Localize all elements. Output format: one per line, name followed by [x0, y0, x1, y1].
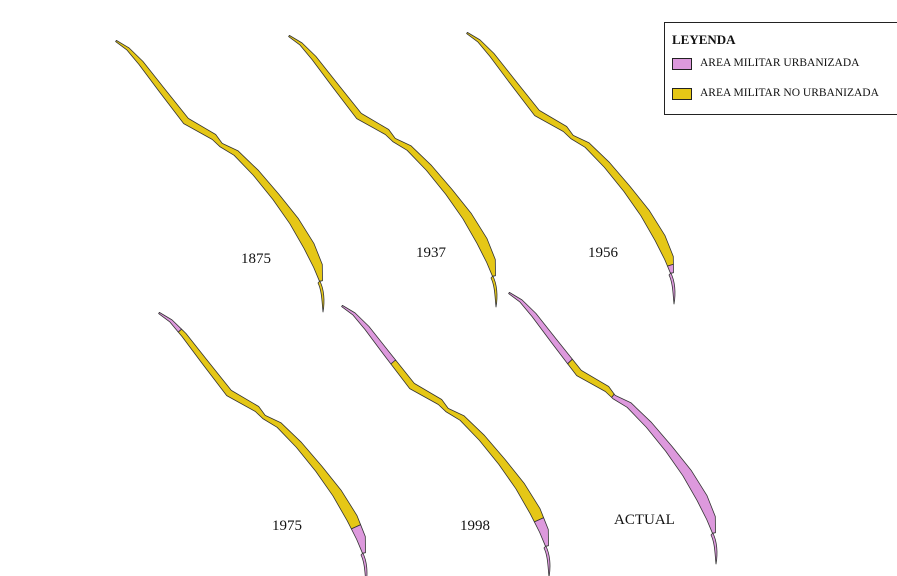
map-1956-tail-area: [668, 272, 676, 305]
map-label-1956: 1956: [588, 245, 618, 261]
legend-box: LEYENDA AREA MILITAR URBANIZADA AREA MIL…: [664, 22, 897, 115]
map-label-1875: 1875: [241, 251, 271, 267]
map-1956-urbanized-end-area: [667, 263, 674, 274]
legend-label-not-urbanized: AREA MILITAR NO URBANIZADA: [700, 87, 879, 99]
map-1937-not-urbanized-area: [288, 35, 496, 277]
map-1956-not-urbanized-area: [466, 32, 674, 267]
map-actual-tail-area: [710, 532, 718, 565]
legend-swatch-urbanized: [672, 58, 692, 70]
map-1975-urbanized-start-area: [158, 312, 182, 333]
map-1875-not-urbanized-area: [115, 40, 323, 282]
map-1975-tail-area: [360, 552, 368, 576]
legend-title: LEYENDA: [672, 32, 736, 47]
legend-label-urbanized: AREA MILITAR URBANIZADA: [700, 57, 860, 69]
map-label-1975: 1975: [272, 518, 302, 534]
map-actual-not-urbanized-area: [567, 358, 615, 398]
legend-swatch-not-urbanized: [672, 88, 692, 100]
map-1998-urbanized-start-area: [341, 305, 396, 365]
map-actual-urbanized-start-area: [508, 292, 573, 365]
map-label-1998: 1998: [460, 518, 490, 534]
map-1975-not-urbanized-area: [177, 328, 361, 530]
map-actual-urbanized-end-area: [611, 393, 716, 534]
map-1998-not-urbanized-area: [390, 359, 544, 523]
map-label-1937: 1937: [416, 245, 446, 261]
map-1875-tail-area: [317, 280, 325, 313]
map-1975-urbanized-end-area: [351, 524, 366, 554]
map-label-actual: ACTUAL: [614, 512, 675, 528]
map-1937-tail-area: [490, 275, 498, 308]
map-1998-urbanized-end-area: [534, 517, 549, 547]
map-1998-tail-area: [543, 545, 551, 576]
